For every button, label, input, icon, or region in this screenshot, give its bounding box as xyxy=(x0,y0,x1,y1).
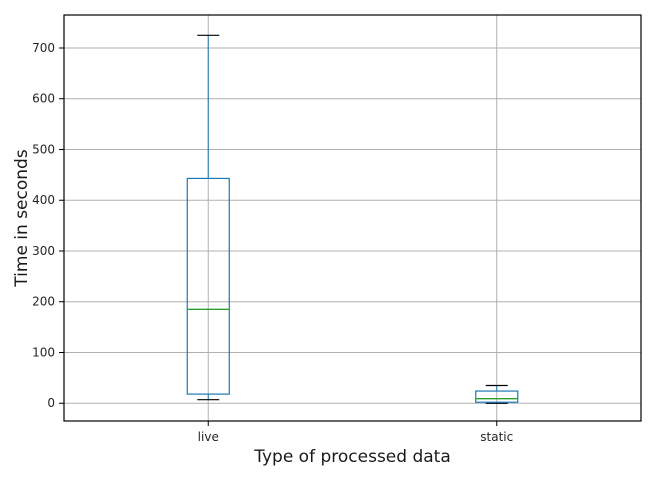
box-plots xyxy=(186,34,519,404)
box-static xyxy=(475,384,519,404)
y-tick-label: 600 xyxy=(32,92,55,106)
iqr-box xyxy=(186,177,230,395)
plot-frame xyxy=(63,14,642,422)
y-tick-label: 500 xyxy=(32,142,55,156)
y-axis-title: Time in seconds xyxy=(12,149,32,288)
grid-lines xyxy=(64,15,641,421)
y-axis-ticks: 0 100 200 300 400 500 600 700 xyxy=(32,41,64,410)
x-axis-title: Type of processed data xyxy=(253,447,451,467)
iqr-box xyxy=(475,390,519,403)
y-tick-label: 200 xyxy=(32,295,55,309)
y-tick-label: 0 xyxy=(47,396,55,410)
x-axis-ticks: live static xyxy=(198,421,513,444)
box-live xyxy=(186,34,230,401)
y-tick-label: 100 xyxy=(32,345,55,359)
y-tick-label: 300 xyxy=(32,244,55,258)
x-tick-label-live: live xyxy=(198,430,219,444)
x-tick-label-static: static xyxy=(480,430,513,444)
y-tick-label: 400 xyxy=(32,193,55,207)
y-tick-label: 700 xyxy=(32,41,55,55)
